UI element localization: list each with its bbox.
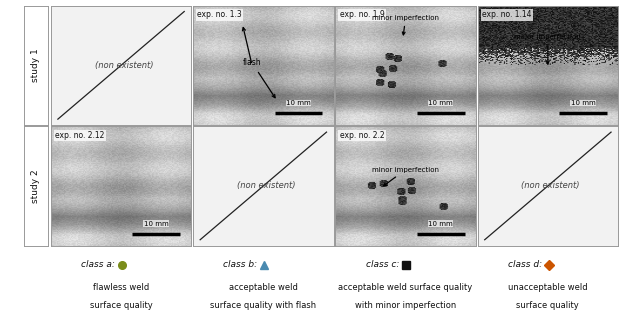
Text: exp. no. 1.14: exp. no. 1.14 — [482, 10, 532, 19]
Text: minor imperfection: minor imperfection — [372, 166, 439, 186]
Text: 10 mm: 10 mm — [286, 100, 311, 106]
Text: with minor imperfection: with minor imperfection — [355, 302, 456, 310]
Text: surface quality: surface quality — [517, 302, 579, 310]
Text: 10 mm: 10 mm — [428, 220, 453, 226]
Text: exp. no. 1.3: exp. no. 1.3 — [197, 10, 242, 19]
Text: (non existent): (non existent) — [237, 182, 295, 190]
Text: flash: flash — [243, 58, 275, 98]
Text: class b:: class b: — [223, 260, 257, 269]
Text: 10 mm: 10 mm — [570, 100, 595, 106]
Text: study 2: study 2 — [31, 169, 41, 203]
Text: surface quality: surface quality — [90, 302, 152, 310]
Text: class c:: class c: — [366, 260, 399, 269]
Text: exp. no. 2.12: exp. no. 2.12 — [55, 131, 104, 140]
Text: class a:: class a: — [81, 260, 115, 269]
Text: flawless weld: flawless weld — [93, 283, 149, 292]
Text: exp. no. 2.2: exp. no. 2.2 — [339, 131, 384, 140]
Text: (non existent): (non existent) — [95, 61, 153, 70]
Text: surface quality with flash: surface quality with flash — [210, 302, 316, 310]
Text: 10 mm: 10 mm — [144, 220, 168, 226]
Text: minor imperfection: minor imperfection — [372, 15, 439, 35]
Text: (non existent): (non existent) — [522, 182, 580, 190]
Text: unacceptable weld: unacceptable weld — [508, 283, 588, 292]
Text: 10 mm: 10 mm — [428, 100, 453, 106]
Text: acceptable weld: acceptable weld — [229, 283, 298, 292]
Text: study 1: study 1 — [31, 49, 41, 82]
Text: major imperfection: major imperfection — [515, 34, 581, 64]
Text: acceptable weld surface quality: acceptable weld surface quality — [338, 283, 473, 292]
Text: exp. no. 1.9: exp. no. 1.9 — [339, 10, 384, 19]
Text: class d:: class d: — [507, 260, 542, 269]
